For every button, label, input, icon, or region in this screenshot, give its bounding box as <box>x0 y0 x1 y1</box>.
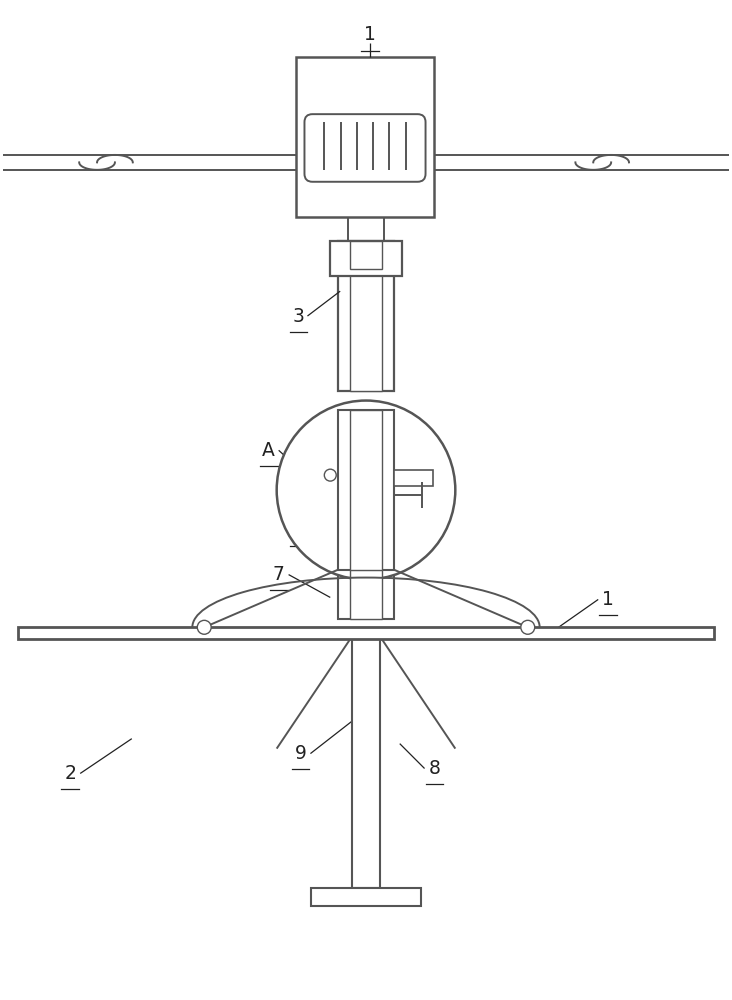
Text: 8: 8 <box>428 759 441 778</box>
Text: 7: 7 <box>273 565 285 584</box>
Circle shape <box>277 401 455 580</box>
Bar <box>330 241 402 276</box>
Circle shape <box>198 620 212 634</box>
Bar <box>350 560 382 619</box>
Bar <box>350 241 382 269</box>
Text: 2: 2 <box>64 764 76 783</box>
FancyBboxPatch shape <box>305 114 425 182</box>
Bar <box>352 639 380 888</box>
Circle shape <box>520 620 534 634</box>
Bar <box>338 410 394 570</box>
Bar <box>350 241 382 391</box>
Bar <box>350 410 382 570</box>
Bar <box>18 627 714 639</box>
Text: 5: 5 <box>293 520 305 539</box>
Circle shape <box>324 469 336 481</box>
Bar <box>311 888 421 906</box>
Bar <box>338 560 394 619</box>
Text: 1: 1 <box>364 25 376 44</box>
Bar <box>394 470 433 486</box>
Bar <box>296 57 435 217</box>
Text: 9: 9 <box>294 744 307 763</box>
Text: 1: 1 <box>602 590 614 609</box>
Text: A: A <box>262 441 275 460</box>
Bar <box>338 241 394 391</box>
Text: 3: 3 <box>293 307 305 326</box>
